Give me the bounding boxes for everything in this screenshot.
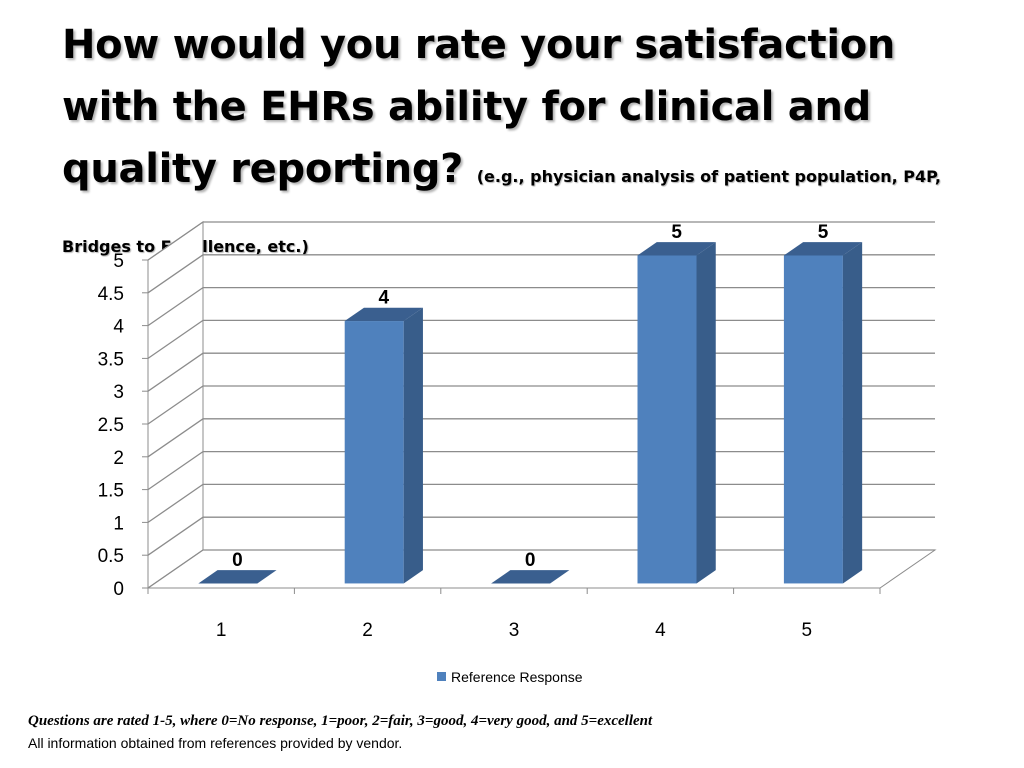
data-label: 4 <box>379 288 390 309</box>
bar-side <box>403 307 423 584</box>
y-tick-label: 4 <box>113 317 124 338</box>
x-tick-label: 2 <box>362 620 373 641</box>
x-tick-label: 5 <box>802 620 813 641</box>
y-tick-label: 0 <box>113 579 124 600</box>
gridline <box>147 221 935 261</box>
y-tick-label: 5 <box>113 251 124 272</box>
y-tick-label: 0.5 <box>98 546 124 567</box>
legend-label: Reference Response <box>451 669 583 685</box>
bar-1 <box>198 570 277 584</box>
bar-top <box>344 307 423 322</box>
source-note: All information obtained from references… <box>28 735 403 751</box>
x-tick-label: 1 <box>216 620 227 641</box>
y-tick-label: 2.5 <box>98 415 124 436</box>
bar-4 <box>637 242 716 584</box>
x-tick-label: 3 <box>509 620 520 641</box>
data-label: 0 <box>525 550 536 571</box>
bar-top <box>637 242 716 256</box>
bar-3 <box>491 570 570 584</box>
legend-swatch <box>437 672 446 681</box>
chart-bars <box>198 242 863 584</box>
bar-2 <box>344 307 423 584</box>
chart-legend: Reference Response <box>437 669 583 685</box>
data-label: 5 <box>671 222 682 243</box>
y-tick-label: 2 <box>113 448 124 469</box>
x-tick-label: 4 <box>655 620 666 641</box>
y-tick-label: 4.5 <box>98 284 124 305</box>
bar-top <box>198 570 277 584</box>
slide-title-text: How would you rate your satisfaction wit… <box>62 22 896 192</box>
y-tick-label: 1.5 <box>98 481 124 502</box>
y-tick-label: 1 <box>113 513 124 534</box>
bar-front <box>783 255 843 584</box>
y-axis-tick-labels: 0 0.5 1 1.5 2 2.5 3 3.5 4 4.5 5 <box>98 251 125 600</box>
bar-side <box>696 242 716 584</box>
y-tick-label: 3 <box>113 382 124 403</box>
footnote: Questions are rated 1-5, where 0=No resp… <box>28 713 653 729</box>
bar-side <box>842 242 863 584</box>
bar-front <box>637 255 697 584</box>
data-label: 0 <box>232 550 243 571</box>
slide-title: How would you rate your satisfaction wit… <box>62 14 1002 278</box>
slide-title-note: (e.g., physician analysis of patient pop… <box>62 167 941 256</box>
chart-axes <box>142 259 881 594</box>
bar-front <box>344 321 404 584</box>
data-label: 5 <box>818 222 829 243</box>
bar-5 <box>783 242 863 584</box>
bar-top <box>491 570 570 584</box>
bar-top <box>783 242 863 256</box>
y-tick-label: 3.5 <box>98 349 124 370</box>
data-labels: 0 4 0 5 5 <box>232 222 829 571</box>
x-axis-tick-labels: 1 2 3 4 5 <box>216 620 812 641</box>
